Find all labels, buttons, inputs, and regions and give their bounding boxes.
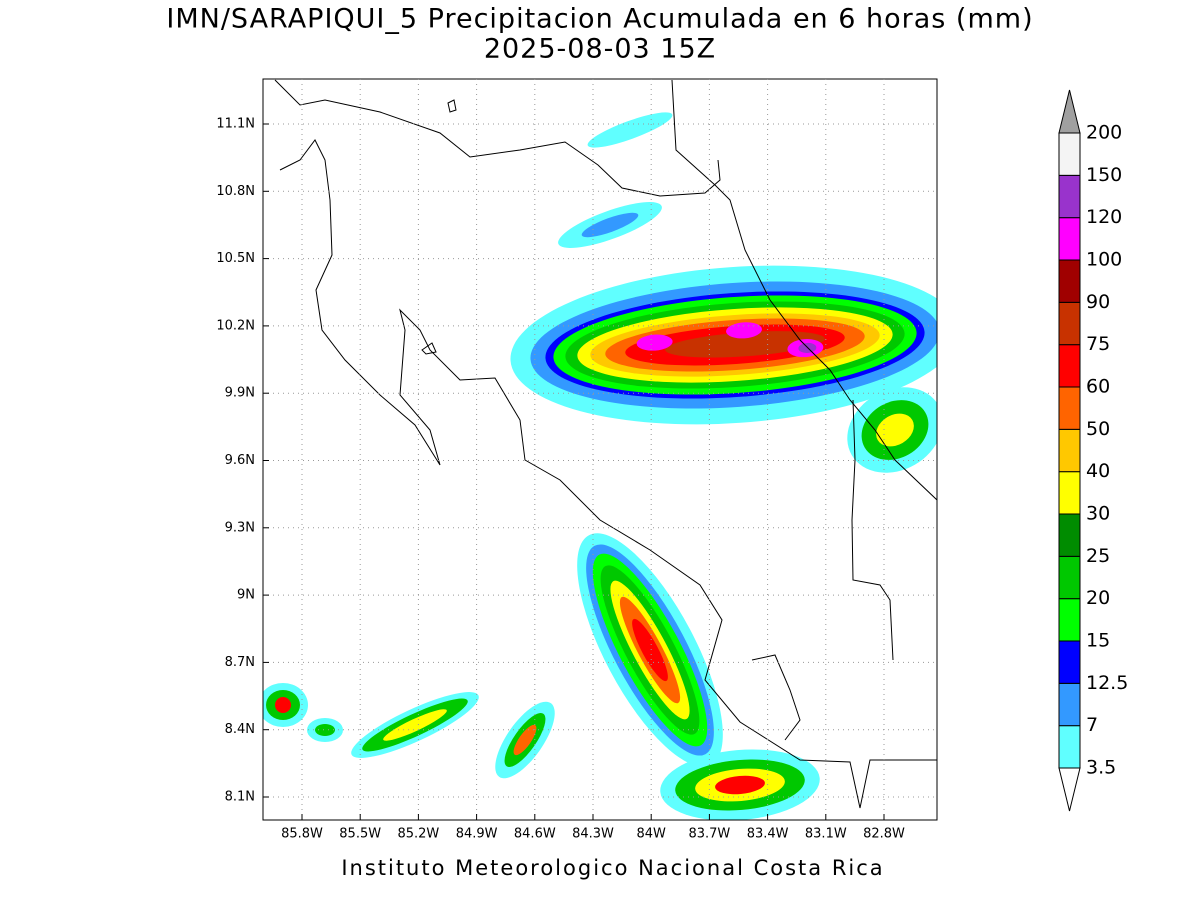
lon-label: 84W: [636, 827, 666, 842]
lon-label: 83.7W: [688, 827, 730, 842]
footer: Instituto Meteorologico Nacional Costa R…: [341, 856, 884, 880]
colorbar-label: 30: [1086, 503, 1110, 525]
map-frame: [262, 78, 938, 821]
colorbar-label: 15: [1086, 630, 1110, 652]
colorbar-label: 200: [1086, 122, 1122, 144]
precip-field: [263, 79, 937, 820]
lon-label: 82.8W: [863, 827, 905, 842]
colorbar-bin: [1058, 132, 1081, 176]
colorbar-label: 100: [1086, 249, 1122, 271]
colorbar-bin: [1058, 428, 1081, 473]
colorbar-label: 40: [1086, 460, 1110, 482]
colorbar-label: 75: [1086, 333, 1110, 355]
colorbar-bin: [1058, 513, 1081, 557]
lat-label: 10.2N: [216, 318, 255, 333]
lon-label: 85.5W: [339, 827, 381, 842]
lat-label: 11.1N: [216, 117, 255, 132]
colorbar-label: 7: [1086, 714, 1098, 736]
colorbar-label: 3.5: [1086, 757, 1116, 779]
lat-label: 10.8N: [216, 184, 255, 199]
colorbar-label: 12.5: [1086, 672, 1128, 694]
lat-label: 9.9N: [225, 386, 255, 401]
colorbar-label: 20: [1086, 587, 1110, 609]
lon-label: 85.8W: [281, 827, 323, 842]
subtitle: 2025-08-03 15Z: [484, 34, 716, 65]
colorbar-bin: [1058, 301, 1081, 346]
colorbar-label: 60: [1086, 376, 1110, 398]
colorbar-bin: [1058, 682, 1081, 727]
colorbar-bin: [1058, 386, 1081, 430]
colorbar-bin: [1058, 344, 1081, 388]
lon-label: 85.2W: [397, 827, 439, 842]
colorbar-bin: [1058, 471, 1081, 515]
colorbar-bin: [1058, 217, 1081, 261]
colorbar-label: 50: [1086, 418, 1110, 440]
colorbar-bin: [1058, 259, 1081, 303]
lon-label: 84.6W: [514, 827, 556, 842]
colorbar-bin: [1058, 174, 1081, 219]
colorbar-label: 120: [1086, 206, 1122, 228]
lat-label: 9.6N: [225, 453, 255, 468]
lat-label: 8.4N: [225, 722, 255, 737]
colorbar-over: [1058, 89, 1081, 134]
lon-label: 84.9W: [456, 827, 498, 842]
lon-label: 84.3W: [572, 827, 614, 842]
lat-label: 9.3N: [225, 520, 255, 535]
colorbar-bin: [1058, 725, 1081, 769]
colorbar-label: 90: [1086, 291, 1110, 313]
lat-label: 10.5N: [216, 251, 255, 266]
colorbar-bin: [1058, 598, 1081, 642]
colorbar-bin: [1058, 555, 1081, 600]
lat-label: 8.7N: [225, 655, 255, 670]
title: IMN/SARAPIQUI_5 Precipitacion Acumulada …: [166, 4, 1033, 35]
lat-label: 8.1N: [225, 790, 255, 805]
colorbar-bin: [1058, 640, 1081, 684]
lat-label: 9N: [237, 588, 255, 603]
colorbar-label: 150: [1086, 164, 1122, 186]
lon-label: 83.1W: [805, 827, 847, 842]
colorbar-label: 25: [1086, 545, 1110, 567]
colorbar-under: [1058, 767, 1081, 812]
lon-label: 83.4W: [747, 827, 789, 842]
